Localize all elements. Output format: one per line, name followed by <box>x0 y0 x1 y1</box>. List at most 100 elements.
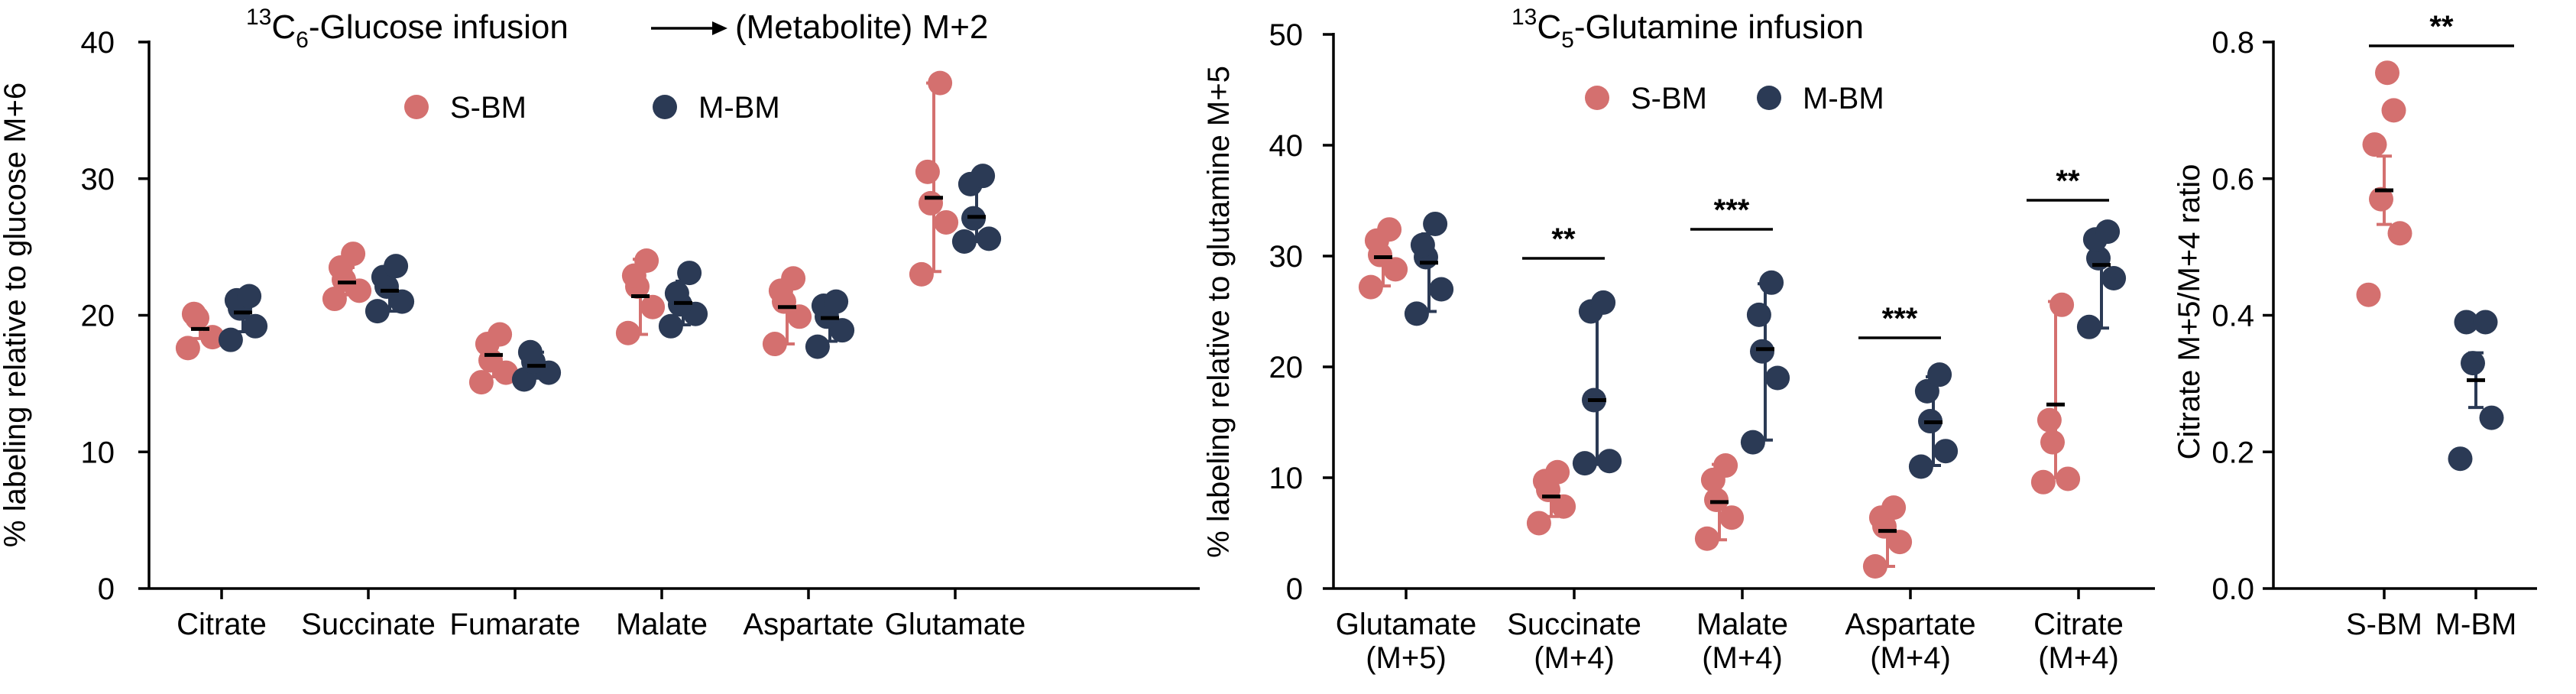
x-tick-label: S-BM <box>2346 608 2422 641</box>
data-point-m-bm <box>1746 302 1771 327</box>
data-point-m-bm <box>664 281 689 306</box>
data-point-m-bm <box>1750 339 1774 364</box>
data-point-s-bm <box>934 209 959 235</box>
x-tick-label: (M+4) <box>1870 641 1951 675</box>
data-point-s-bm <box>181 301 206 326</box>
data-point-m-bm <box>977 226 1002 251</box>
data-point-s-bm <box>2049 292 2075 317</box>
data-point-s-bm <box>2362 132 2387 157</box>
data-point-m-bm <box>1914 378 1939 404</box>
data-point-m-bm <box>970 164 996 189</box>
data-point-s-bm <box>2040 430 2065 455</box>
data-point-s-bm <box>2387 221 2412 246</box>
significance-label: ** <box>1551 222 1576 256</box>
data-point-m-bm <box>2101 266 2127 290</box>
y-tick-label: 50 <box>1269 18 1304 52</box>
data-point-s-bm <box>2036 407 2062 433</box>
data-point-m-bm <box>237 284 262 309</box>
data-point-s-bm <box>634 248 659 273</box>
data-point-s-bm <box>1383 257 1408 282</box>
data-point-m-bm <box>1404 301 1429 326</box>
x-tick-label: Succinate <box>1507 608 1641 641</box>
x-tick-label: Aspartate <box>1845 608 1975 641</box>
y-tick-label: 30 <box>1269 240 1304 274</box>
panel-title: 13C5-Glutamine infusion <box>1512 5 1864 53</box>
arrow-head-icon <box>712 21 727 35</box>
data-point-s-bm <box>919 190 943 216</box>
data-point-s-bm <box>341 242 366 267</box>
data-point-m-bm <box>1429 277 1454 302</box>
data-point-s-bm <box>1358 274 1383 300</box>
y-tick-label: 20 <box>1269 351 1304 384</box>
data-point-m-bm <box>1591 290 1616 315</box>
x-tick-label: (M+4) <box>1702 641 1783 675</box>
legend-label: M-BM <box>698 91 780 125</box>
data-point-m-bm <box>1933 439 1959 464</box>
data-point-s-bm <box>1887 530 1913 555</box>
legend-label: S-BM <box>450 91 527 125</box>
data-point-s-bm <box>1704 488 1729 512</box>
data-point-m-bm <box>365 299 390 324</box>
x-tick-label: (M+4) <box>1534 641 1615 675</box>
legend-marker-m-bm <box>653 95 677 119</box>
data-point-s-bm <box>1545 459 1570 485</box>
data-point-s-bm <box>175 336 200 361</box>
y-tick-label: 20 <box>81 300 115 333</box>
significance-label: *** <box>1882 302 1918 336</box>
data-point-m-bm <box>1759 270 1784 295</box>
x-tick-label: Aspartate <box>743 608 873 641</box>
legend-label: M-BM <box>1803 82 1884 115</box>
data-point-m-bm <box>2473 310 2498 335</box>
data-point-m-bm <box>2076 314 2101 339</box>
data-point-s-bm <box>1694 526 1719 551</box>
panel-citrate-ratio: 0.0 0.2 0.4 0.6 0.8 Citrate M+5/M+4 ratio S-BM… <box>2173 10 2537 641</box>
legend-marker-m-bm <box>1757 86 1781 110</box>
data-point-s-bm <box>928 70 953 96</box>
y-tick-label: 0 <box>98 572 115 606</box>
y-tick-label: 0.4 <box>2211 300 2254 333</box>
significance-label: ** <box>2429 10 2454 44</box>
x-tick-label: Fumarate <box>449 608 580 641</box>
panel-title: 13C6-Glucose infusion <box>246 5 569 53</box>
data-point-s-bm <box>200 325 225 350</box>
data-point-m-bm <box>384 254 409 279</box>
data-point-s-bm <box>2356 282 2381 307</box>
y-tick-label: 0.0 <box>2211 572 2254 606</box>
y-tick-label: 10 <box>1269 462 1304 495</box>
data-point-m-bm <box>2454 310 2479 335</box>
data-point-m-bm <box>218 327 243 352</box>
data-point-s-bm <box>488 322 513 347</box>
data-point-s-bm <box>1881 495 1907 520</box>
y-tick-label: 40 <box>1269 129 1304 163</box>
x-tick-label: Malate <box>1696 608 1788 641</box>
data-point-s-bm <box>781 266 806 291</box>
x-tick-label: Malate <box>616 608 708 641</box>
data-point-s-bm <box>468 370 494 395</box>
data-point-s-bm <box>2056 466 2081 491</box>
y-axis-title: % labeling relative to glucose M+6 <box>0 83 32 547</box>
data-point-m-bm <box>1740 430 1765 455</box>
data-point-s-bm <box>1551 494 1576 519</box>
y-tick-label: 0.8 <box>2211 26 2254 60</box>
data-point-m-bm <box>2461 351 2485 376</box>
data-point-m-bm <box>517 339 543 365</box>
data-point-m-bm <box>390 289 415 314</box>
panel-glutamine-infusion: 0 10 20 30 40 50 % labeling relative to glutam… <box>1202 5 2155 675</box>
data-point-s-bm <box>2381 98 2406 123</box>
data-point-s-bm <box>2369 186 2393 212</box>
data-point-s-bm <box>2030 469 2056 495</box>
y-tick-label: 40 <box>81 26 115 60</box>
data-point-s-bm <box>2375 60 2399 86</box>
data-point-m-bm <box>2448 446 2473 472</box>
data-point-s-bm <box>762 332 787 357</box>
data-point-m-bm <box>243 313 268 339</box>
data-point-s-bm <box>640 294 666 319</box>
panel-glucose-infusion: 0 10 20 30 40 % labeling relative to glucose … <box>0 5 1200 641</box>
y-axis-title: Citrate M+5/M+4 ratio <box>2173 164 2206 460</box>
data-point-m-bm <box>1572 451 1597 476</box>
data-point-m-bm <box>1597 449 1622 474</box>
data-point-s-bm <box>322 287 347 312</box>
data-point-s-bm <box>1713 453 1738 478</box>
data-point-m-bm <box>805 334 830 359</box>
